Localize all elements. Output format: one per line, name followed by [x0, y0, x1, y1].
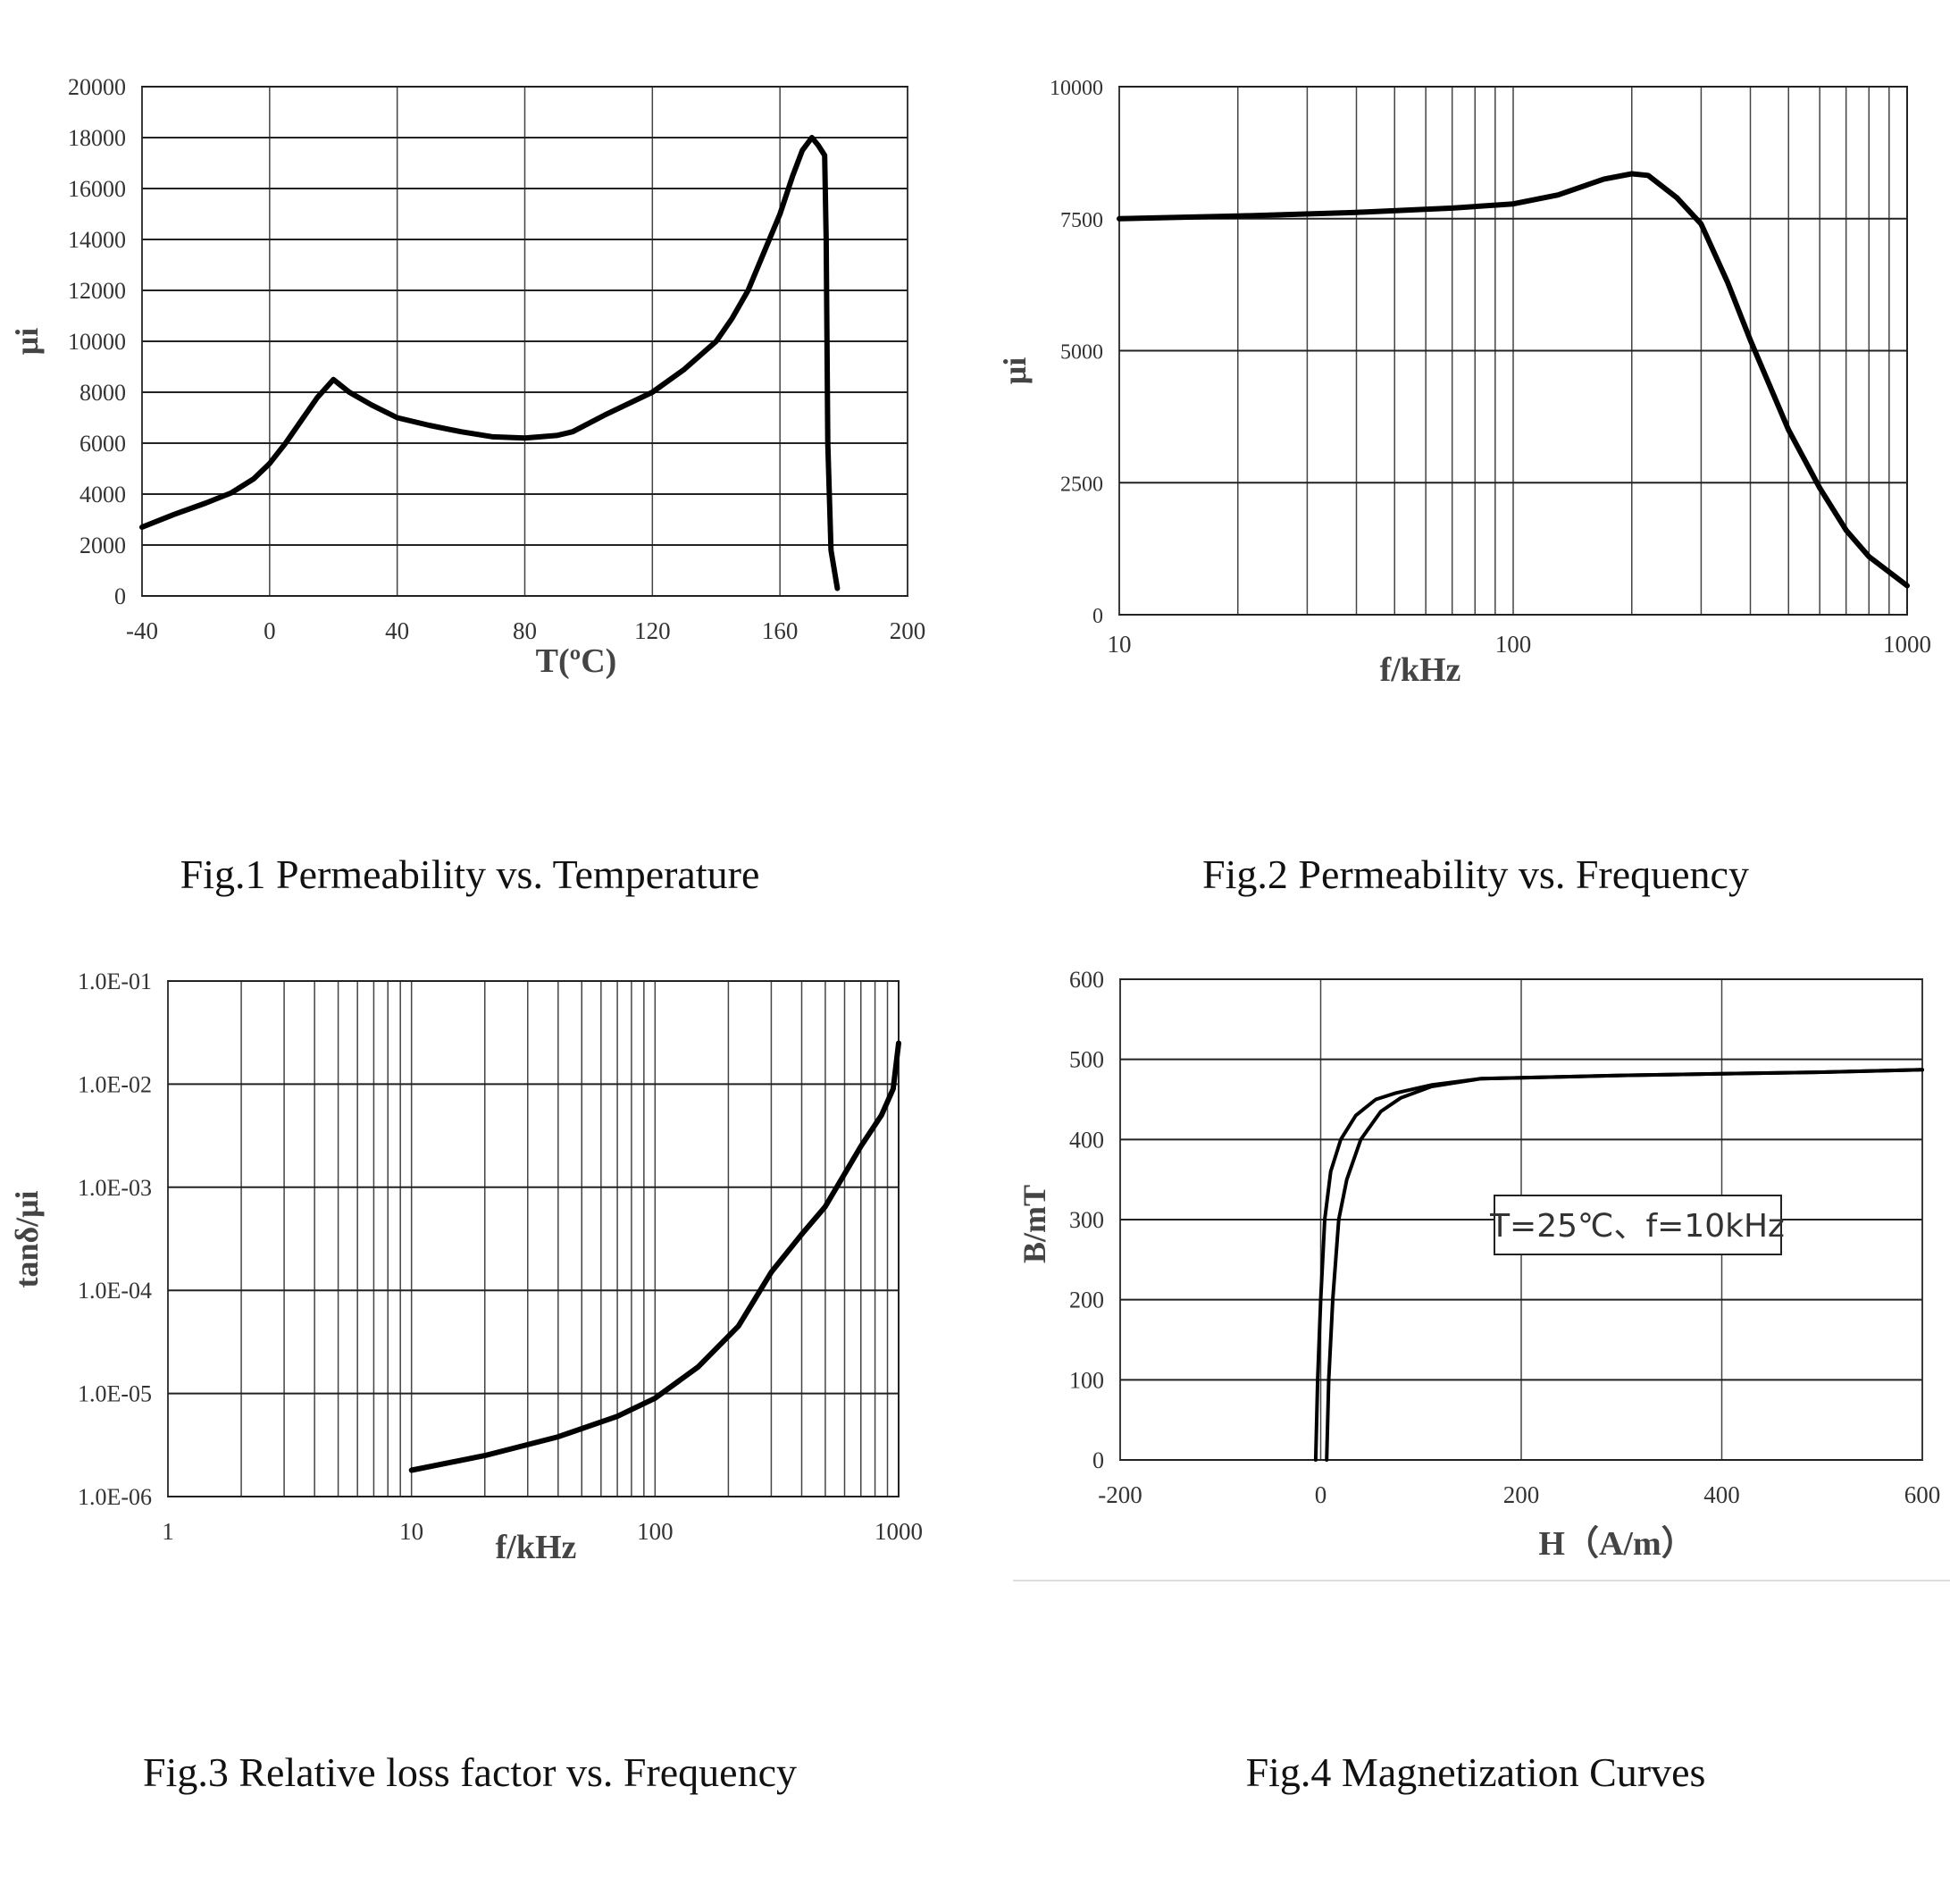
- x-tick-label: 10: [399, 1518, 423, 1545]
- y-tick-label: 2000: [80, 533, 126, 558]
- y-tick-label: 12000: [68, 278, 126, 304]
- x-tick-label: 1: [162, 1518, 174, 1545]
- y-tick-label: 1.0E-06: [78, 1484, 152, 1510]
- x-tick-label: 40: [385, 617, 409, 644]
- y-tick-label: 10000: [68, 329, 126, 355]
- x-tick-label: 200: [1503, 1481, 1540, 1508]
- x-tick-label: 1000: [875, 1518, 923, 1545]
- y-tick-label: 300: [1069, 1207, 1104, 1233]
- x-tick-label: 160: [762, 617, 799, 644]
- y-tick-label: 1.0E-02: [78, 1071, 152, 1097]
- y-axis-title: tanδ/μi: [9, 1190, 45, 1288]
- series-line--i: [139, 135, 841, 591]
- y-tick-label: 1.0E-04: [78, 1278, 152, 1304]
- y-tick-label: 100: [1069, 1367, 1104, 1393]
- y-tick-label: 500: [1069, 1047, 1104, 1073]
- fig1-caption: Fig.1 Permeability vs. Temperature: [180, 851, 760, 897]
- x-tick-label: 600: [1904, 1481, 1941, 1508]
- x-tick-label: 80: [513, 617, 537, 644]
- y-tick-label: 10000: [1050, 77, 1103, 100]
- divider-line: [1013, 1580, 1950, 1581]
- y-tick-label: 1.0E-01: [78, 969, 152, 994]
- x-tick-label: 0: [1315, 1481, 1327, 1508]
- x-tick-label: 1000: [1883, 631, 1931, 658]
- y-axis-title: μi: [997, 357, 1033, 384]
- y-tick-label: 6000: [80, 431, 126, 457]
- y-tick-label: 8000: [80, 380, 126, 406]
- x-axis-title: T(ºC): [536, 642, 617, 680]
- y-tick-label: 1.0E-05: [78, 1381, 152, 1407]
- x-tick-label: 10: [1108, 631, 1132, 658]
- y-tick-label: 4000: [80, 482, 126, 507]
- x-tick-label: -200: [1098, 1481, 1142, 1508]
- y-axis-title: B/mT: [1017, 1185, 1052, 1263]
- x-axis-title: f/kHz: [1380, 651, 1461, 689]
- x-tick-label: -40: [126, 617, 158, 644]
- series-line-tan---i: [408, 1040, 901, 1473]
- y-tick-label: 0: [1092, 605, 1103, 628]
- y-tick-label: 200: [1069, 1288, 1104, 1313]
- x-tick-label: 0: [264, 617, 276, 644]
- series-line-branch-2: [1325, 1068, 1924, 1462]
- fig3-caption: Fig.3 Relative loss factor vs. Frequency: [142, 1749, 798, 1795]
- plot-area-3: [167, 980, 900, 1497]
- x-axis-title: f/kHz: [496, 1529, 577, 1566]
- x-tick-label: 400: [1703, 1481, 1740, 1508]
- y-tick-label: 20000: [68, 74, 126, 100]
- x-tick-label: 100: [637, 1518, 674, 1545]
- fig2-caption: Fig.2 Permeability vs. Frequency: [1202, 851, 1749, 897]
- annotation-box: [1494, 1195, 1782, 1255]
- y-tick-label: 5000: [1060, 341, 1103, 365]
- y-tick-label: 7500: [1060, 209, 1103, 232]
- y-tick-label: 600: [1069, 967, 1104, 993]
- fig4-caption: Fig.4 Magnetization Curves: [1245, 1749, 1706, 1795]
- y-axis-title: μi: [9, 328, 45, 355]
- annotation-text: T=25℃、f=10kHz: [1489, 1208, 1785, 1245]
- y-tick-label: 16000: [68, 176, 126, 202]
- y-tick-label: 2500: [1060, 473, 1103, 496]
- y-tick-label: 0: [114, 583, 126, 609]
- y-tick-label: 0: [1092, 1447, 1104, 1473]
- y-tick-label: 1.0E-03: [78, 1175, 152, 1201]
- y-tick-label: 18000: [68, 125, 126, 151]
- x-axis-title: H（A/m）: [1538, 1525, 1695, 1563]
- y-tick-label: 400: [1069, 1127, 1104, 1153]
- x-tick-label: 120: [634, 617, 671, 644]
- x-tick-label: 200: [890, 617, 926, 644]
- x-tick-label: 100: [1495, 631, 1532, 658]
- y-tick-label: 14000: [68, 227, 126, 253]
- series-line--i: [1117, 171, 1910, 589]
